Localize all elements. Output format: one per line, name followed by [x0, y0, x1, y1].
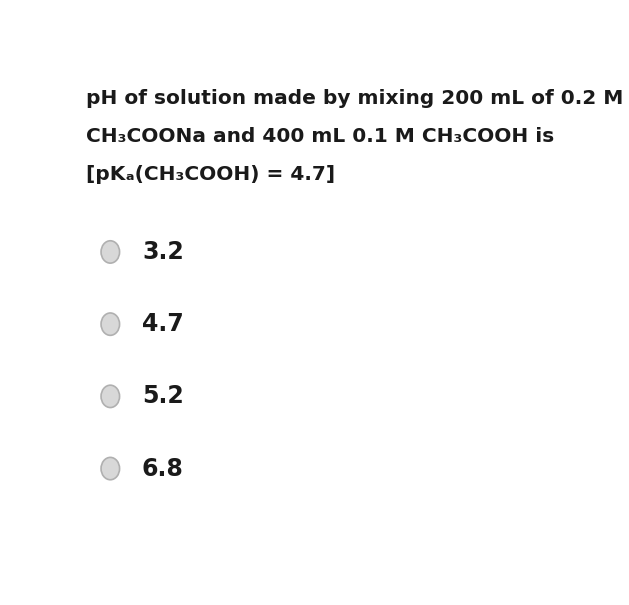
Text: [pKₐ(CH₃COOH) = 4.7]: [pKₐ(CH₃COOH) = 4.7]	[86, 165, 335, 185]
Text: CH₃COONa and 400 mL 0.1 M CH₃COOH is: CH₃COONa and 400 mL 0.1 M CH₃COOH is	[86, 127, 554, 146]
Ellipse shape	[101, 385, 120, 408]
Ellipse shape	[101, 457, 120, 480]
Text: 3.2: 3.2	[142, 240, 184, 264]
Text: pH of solution made by mixing 200 mL of 0.2 M: pH of solution made by mixing 200 mL of …	[86, 89, 623, 108]
Text: 5.2: 5.2	[142, 384, 184, 408]
Ellipse shape	[101, 241, 120, 263]
Ellipse shape	[101, 313, 120, 335]
Text: 6.8: 6.8	[142, 457, 184, 480]
Text: 4.7: 4.7	[142, 312, 184, 336]
